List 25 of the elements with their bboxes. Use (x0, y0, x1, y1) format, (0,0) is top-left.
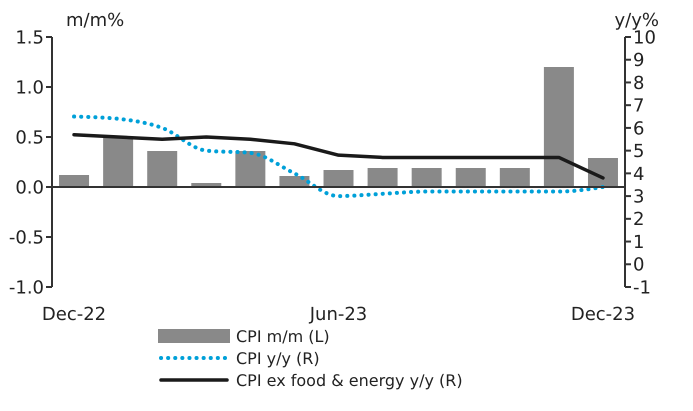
x-tick-label: Dec-23 (570, 304, 636, 325)
y-tick-label: 0.5 (15, 127, 44, 148)
y-axis-title: m/m% (66, 10, 124, 31)
y2-tick-label: 1 (633, 232, 644, 253)
y2-tick-label: 6 (633, 118, 644, 140)
y-tick-label: -0.5 (8, 227, 44, 248)
legend-label: CPI m/m (L) (236, 326, 330, 346)
y-tick-label: 0.0 (15, 177, 44, 198)
y2-tick-label: 9 (633, 50, 644, 72)
y2-tick-label: 5 (633, 141, 644, 162)
y-tick-label: 1.5 (15, 27, 44, 48)
y2-tick-label: -1 (633, 277, 651, 298)
y2-tick-label: 4 (633, 164, 644, 185)
x-tick-label: Dec-22 (42, 304, 106, 325)
y2-tick-label: 2 (633, 209, 644, 230)
y-tick-label: 1.0 (15, 77, 44, 98)
y2-tick-label: 3 (633, 186, 644, 208)
legend-label: CPI ex food & energy y/y (R) (236, 370, 463, 390)
y2-axis-title: y/y% (614, 10, 659, 31)
x-tick-label: Jun-23 (308, 304, 368, 325)
y2-tick-label: 8 (633, 72, 644, 94)
y2-tick-label: 0 (633, 254, 644, 276)
y2-tick-label: 7 (633, 96, 644, 117)
legend-label: CPI y/y (R) (236, 348, 320, 368)
y-tick-label: -1.0 (8, 277, 44, 298)
